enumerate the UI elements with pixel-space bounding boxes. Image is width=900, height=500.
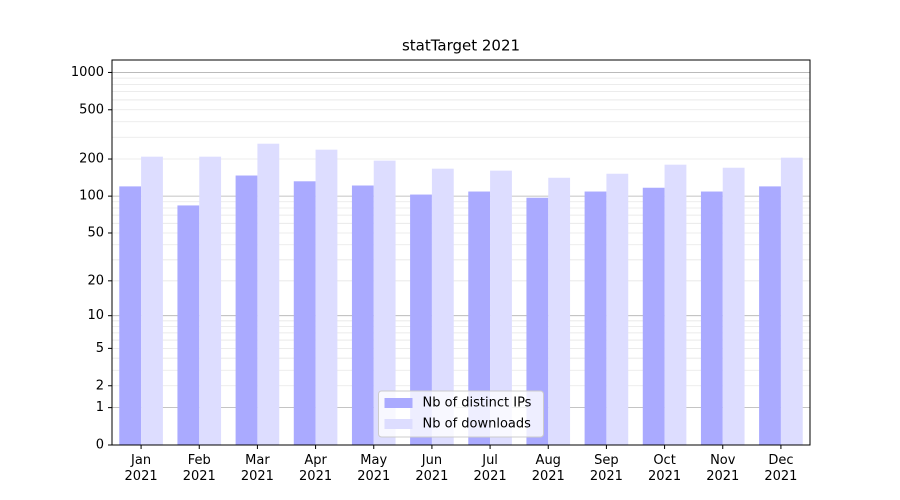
bar (431, 168, 454, 445)
bar (351, 185, 374, 445)
bar (293, 181, 316, 445)
chart-title: statTarget 2021 (402, 37, 520, 55)
x-tick-label: Sep 2021 (589, 453, 623, 484)
y-tick-label: 500 (79, 102, 104, 117)
legend-box (378, 390, 544, 438)
bar (177, 205, 200, 445)
x-tick-label: Dec 2021 (764, 453, 798, 484)
bar (759, 186, 781, 445)
y-tick-label: 5 (96, 341, 104, 356)
bar (490, 170, 512, 446)
x-tick-label: May 2021 (357, 453, 391, 484)
y-tick-label: 1 (96, 400, 104, 415)
y-tick-label: 50 (87, 225, 104, 240)
x-tick-label: Jan 2021 (124, 453, 158, 484)
x-tick-label: Mar 2021 (240, 453, 274, 484)
bar (257, 143, 280, 445)
plot-frame (111, 59, 811, 446)
bar (606, 173, 629, 446)
x-tick-label: Jul 2021 (473, 453, 507, 484)
bar (119, 186, 142, 445)
x-tick-label: Aug 2021 (531, 453, 565, 484)
x-tick-label: Oct 2021 (648, 453, 682, 484)
y-tick-label: 100 (79, 189, 104, 204)
y-tick-label: 20 (87, 273, 104, 288)
bar (722, 167, 745, 446)
bar (141, 156, 163, 445)
x-tick-label: Jun 2021 (415, 453, 449, 484)
bar (410, 194, 432, 445)
x-tick-label: Nov 2021 (706, 453, 740, 484)
bar (548, 177, 571, 445)
y-tick-label: 1000 (71, 65, 104, 80)
bar (468, 191, 491, 445)
legend-swatch (384, 398, 413, 408)
bar (780, 157, 803, 445)
x-tick-label: Feb 2021 (182, 453, 216, 484)
bar (315, 149, 338, 445)
y-tick-label: 2 (96, 378, 104, 393)
legend: Nb of distinct IPs Nb of downloads (378, 390, 544, 438)
x-tick-label: Apr 2021 (299, 453, 333, 484)
legend-swatch (384, 419, 413, 429)
y-tick-label: 200 (79, 152, 104, 167)
bar (526, 197, 549, 445)
legend-label: Nb of distinct IPs (423, 396, 532, 411)
legend-label: Nb of downloads (423, 417, 532, 432)
bar (373, 160, 396, 445)
y-tick-label: 0 (96, 438, 104, 453)
bar (584, 191, 607, 445)
bar (700, 191, 723, 445)
bar (642, 187, 665, 445)
bar (235, 175, 258, 445)
bar (199, 156, 222, 445)
bar (664, 164, 687, 446)
y-tick-label: 10 (87, 308, 104, 323)
